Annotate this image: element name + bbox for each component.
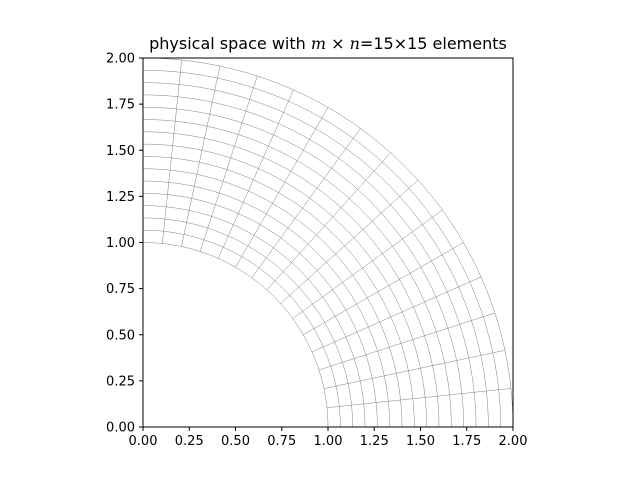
title-m: m bbox=[311, 34, 326, 53]
x-tick-label: 1.75 bbox=[452, 434, 481, 449]
mesh-radial-7 bbox=[280, 179, 419, 304]
y-tick-label: 2.00 bbox=[106, 52, 135, 67]
y-axis: 0.00 0.25 0.50 0.75 1.00 1.25 1.50 1.75 2.00 bbox=[106, 52, 143, 436]
x-tick-label: 0.75 bbox=[267, 434, 296, 449]
mesh-arc-2 bbox=[142, 217, 353, 428]
y-tick-label: 1.75 bbox=[106, 98, 135, 113]
y-tick-label: 0.50 bbox=[106, 328, 135, 343]
x-tick-label: 1.00 bbox=[314, 434, 343, 449]
mesh-arc-10 bbox=[142, 119, 452, 428]
x-tick-label: 2.00 bbox=[499, 434, 528, 449]
x-tick-label: 1.50 bbox=[406, 434, 435, 449]
x-tick-label: 0.00 bbox=[129, 434, 158, 449]
mesh-radial-14 bbox=[162, 59, 182, 244]
title-n: n bbox=[350, 34, 360, 53]
mesh-radial-8 bbox=[266, 152, 391, 291]
mesh-radial-11 bbox=[218, 89, 294, 259]
mesh-arc-11 bbox=[142, 106, 464, 428]
mesh-radial-1 bbox=[326, 388, 511, 408]
x-axis: 0.00 0.25 0.50 0.75 1.00 1.25 1.50 1.75 2.00 bbox=[129, 427, 528, 449]
mesh-radial-12 bbox=[199, 75, 258, 252]
axes-frame bbox=[142, 57, 514, 428]
mesh-arc-0 bbox=[142, 242, 329, 428]
title-suffix: =15×15 elements bbox=[360, 34, 507, 53]
y-tick-label: 1.50 bbox=[106, 144, 135, 159]
mesh-radial-6 bbox=[292, 209, 443, 319]
y-tick-label: 0.75 bbox=[106, 282, 135, 297]
mesh-arc-3 bbox=[142, 205, 366, 428]
x-tick-label: 0.25 bbox=[175, 434, 204, 449]
mesh-radial-3 bbox=[318, 312, 495, 371]
title-prefix: physical space with bbox=[149, 34, 311, 53]
mesh-radial-10 bbox=[235, 107, 329, 268]
y-tick-label: 1.25 bbox=[106, 190, 135, 205]
mesh-radial-9 bbox=[251, 128, 361, 278]
title-times: × bbox=[326, 34, 350, 53]
mesh-radial-13 bbox=[181, 66, 221, 247]
y-tick-label: 1.00 bbox=[106, 236, 135, 251]
mesh-arc-8 bbox=[142, 143, 427, 428]
mesh-radial-4 bbox=[311, 276, 482, 353]
mesh-arc-15 bbox=[142, 57, 514, 428]
mesh-arc-5 bbox=[142, 180, 390, 428]
mesh-arc-9 bbox=[142, 131, 440, 428]
mesh-arc-7 bbox=[142, 156, 415, 428]
mesh-arc-13 bbox=[142, 82, 489, 428]
mesh-radial-2 bbox=[323, 350, 505, 389]
y-tick-label: 0.25 bbox=[106, 374, 135, 389]
mesh-lines bbox=[142, 57, 514, 428]
x-tick-label: 1.25 bbox=[360, 434, 389, 449]
mesh-radial-5 bbox=[303, 242, 464, 335]
mesh-arc-1 bbox=[142, 229, 341, 428]
x-tick-label: 0.50 bbox=[221, 434, 250, 449]
mesh-arc-6 bbox=[142, 168, 403, 428]
mesh-arc-4 bbox=[142, 193, 378, 428]
mesh-arc-14 bbox=[142, 70, 501, 428]
y-tick-label: 0.00 bbox=[106, 421, 135, 436]
chart-title: physical space with m × n=15×15 elements bbox=[149, 34, 507, 53]
mesh-arc-12 bbox=[142, 94, 477, 428]
